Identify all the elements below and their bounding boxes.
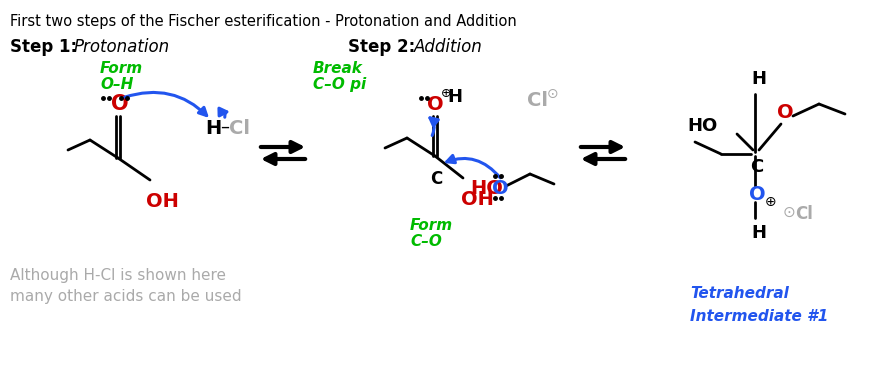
Text: Cl: Cl xyxy=(527,91,548,110)
Text: OH: OH xyxy=(146,192,178,211)
Text: ⊕: ⊕ xyxy=(765,195,777,209)
Text: C: C xyxy=(750,158,764,176)
Text: O: O xyxy=(749,185,765,203)
Text: Form: Form xyxy=(100,61,143,76)
Text: Tetrahedral
Intermediate #1: Tetrahedral Intermediate #1 xyxy=(690,286,829,324)
Text: ⊕: ⊕ xyxy=(441,87,451,100)
Text: Step 2:: Step 2: xyxy=(348,38,416,56)
Text: H: H xyxy=(751,224,766,242)
Text: C–O: C–O xyxy=(410,234,442,249)
Text: O: O xyxy=(427,95,444,114)
Text: Protonation: Protonation xyxy=(74,38,170,56)
Text: First two steps of the Fischer esterification - Protonation and Addition: First two steps of the Fischer esterific… xyxy=(10,14,517,29)
Text: Cl: Cl xyxy=(229,119,250,137)
Text: H: H xyxy=(751,70,766,88)
Text: H: H xyxy=(205,119,221,137)
Text: Addition: Addition xyxy=(414,38,483,56)
Text: Cl: Cl xyxy=(795,205,813,223)
Text: OH: OH xyxy=(461,190,494,209)
Text: C–O pi: C–O pi xyxy=(313,77,366,92)
Text: H: H xyxy=(447,88,462,106)
Text: ⊙: ⊙ xyxy=(783,205,796,220)
Text: O: O xyxy=(492,178,509,198)
Text: –: – xyxy=(220,118,229,136)
Text: O: O xyxy=(777,103,794,122)
Text: Step 1:: Step 1: xyxy=(10,38,77,56)
Text: HO: HO xyxy=(687,117,718,135)
Text: ⊙: ⊙ xyxy=(547,87,559,101)
Text: C: C xyxy=(430,170,442,188)
Text: Form: Form xyxy=(410,218,453,233)
Text: O–H: O–H xyxy=(100,77,133,92)
Text: O: O xyxy=(111,94,129,114)
Text: Although H-Cl is shown here
many other acids can be used: Although H-Cl is shown here many other a… xyxy=(10,268,242,304)
Text: HO: HO xyxy=(470,178,503,198)
Text: Break: Break xyxy=(313,61,363,76)
